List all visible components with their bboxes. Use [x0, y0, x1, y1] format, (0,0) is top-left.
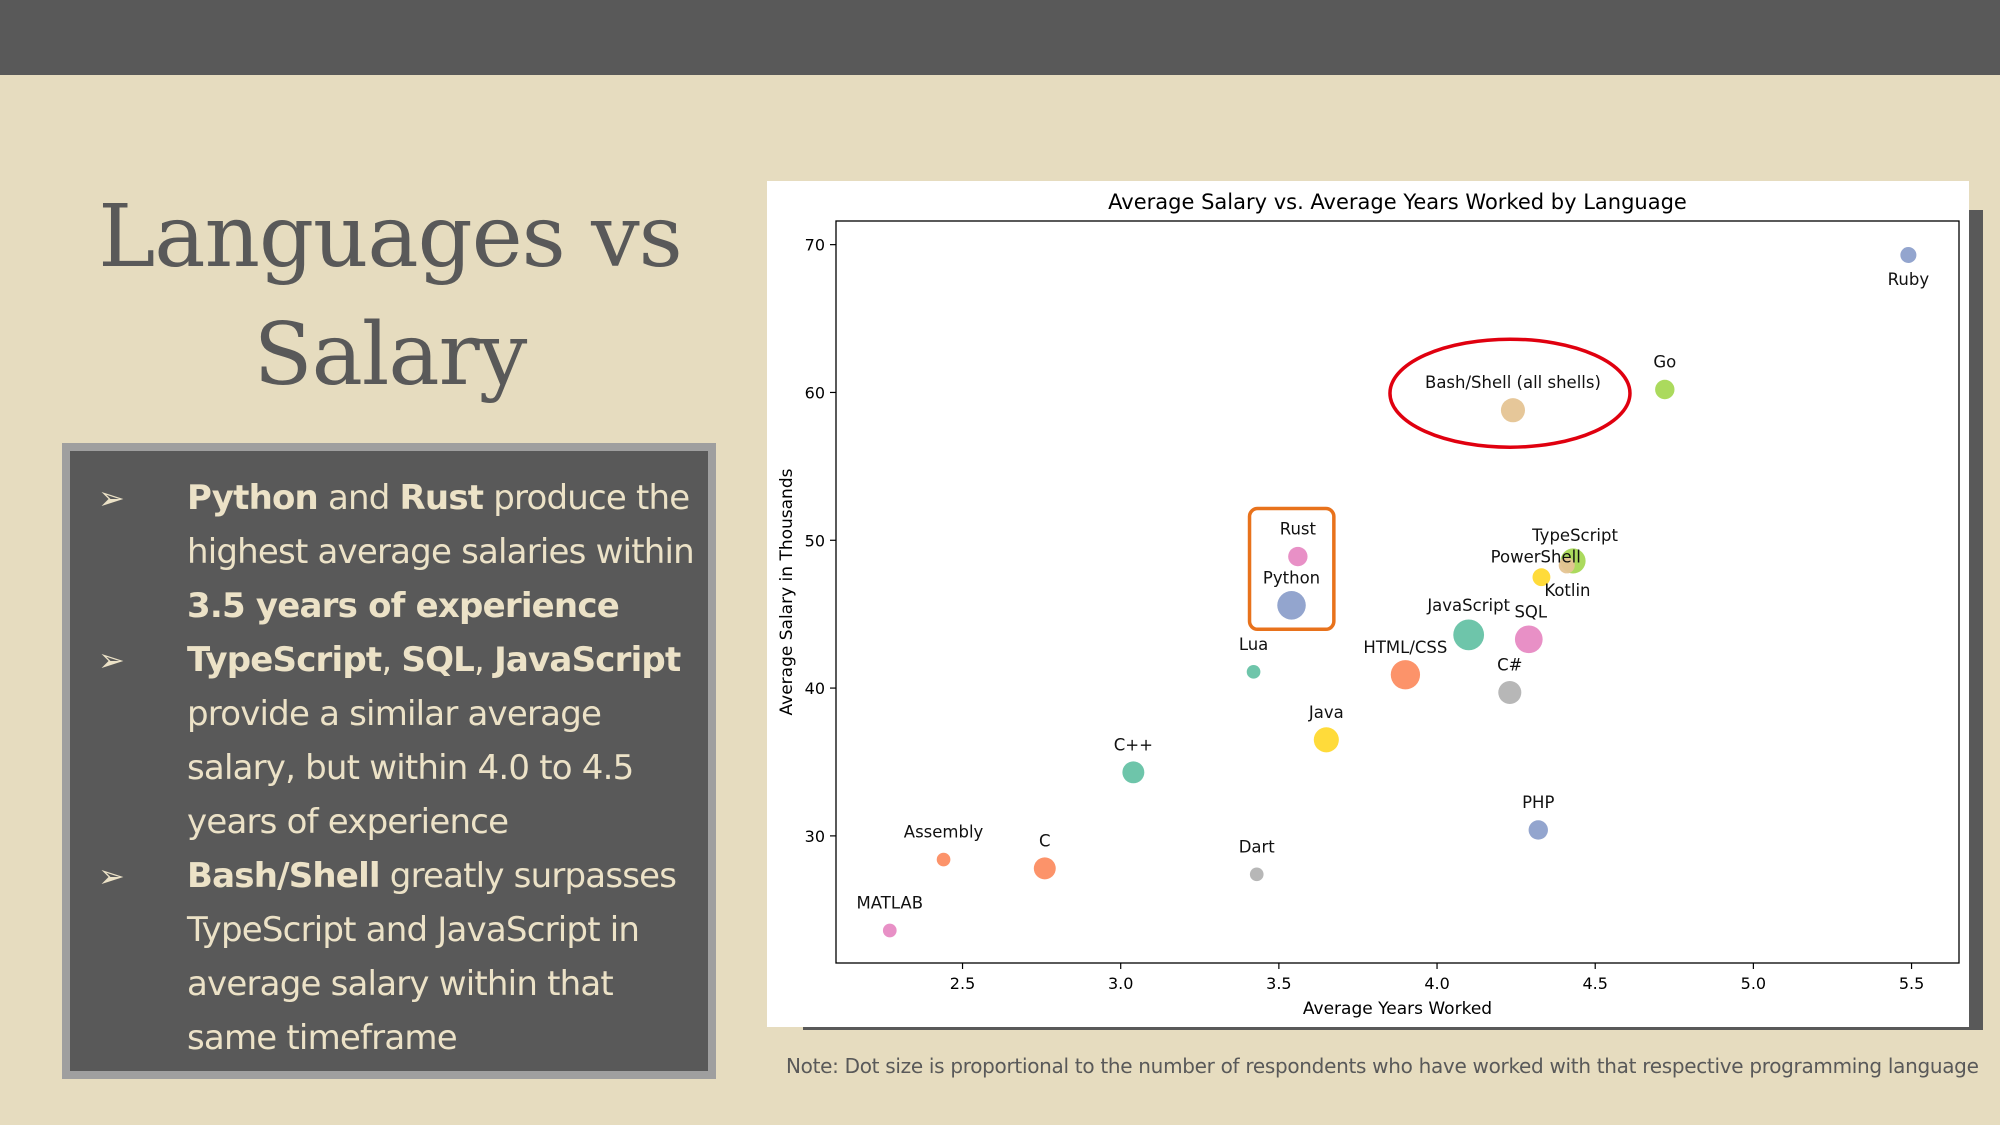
data-point: [1249, 867, 1264, 882]
point-label: Go: [1653, 353, 1676, 372]
bullet-text: greatly surpasses TypeScript and JavaScr…: [187, 856, 677, 1058]
point-label: Python: [1263, 568, 1320, 587]
data-point: [1288, 546, 1308, 567]
data-point: [1528, 820, 1548, 840]
bullet-box: ➢ Python and Rust produce the highest ave…: [62, 443, 716, 1079]
chart-card: Average Salary vs. Average Years Worked …: [767, 181, 1969, 1027]
point-label: Assembly: [904, 823, 984, 842]
bullet-bold-text: 3.5 years of experience: [187, 586, 620, 626]
point-label: Bash/Shell (all shells): [1425, 373, 1601, 392]
point-label: TypeScript: [1531, 526, 1618, 545]
point-label: C#: [1497, 656, 1522, 675]
plot-frame: [835, 220, 1960, 964]
bullet-item: ➢ TypeScript, SQL, JavaScript provide a s…: [70, 633, 708, 849]
bullet-bold-text: TypeScript: [187, 640, 382, 680]
bullet-text: provide a similar average salary, but wi…: [187, 694, 634, 842]
point-label: C: [1039, 831, 1051, 850]
x-tick-label: 5.5: [1899, 974, 1924, 993]
x-tick-label: 2.5: [950, 974, 975, 993]
data-point: [1122, 761, 1145, 784]
data-point: [1277, 591, 1306, 620]
x-tick-label: 4.5: [1582, 974, 1607, 993]
bullet-list: ➢ Python and Rust produce the highest ave…: [70, 471, 708, 1065]
data-point: [1246, 664, 1261, 679]
point-label: Dart: [1239, 837, 1276, 856]
data-point: [1558, 557, 1575, 574]
title-line-2: Salary: [253, 305, 528, 405]
bullet-bold-text: Rust: [399, 478, 484, 518]
point-label: SQL: [1514, 602, 1547, 621]
data-point: [1033, 857, 1056, 880]
footnote: Note: Dot size is proportional to the nu…: [786, 1054, 1979, 1078]
x-tick-label: 5.0: [1741, 974, 1766, 993]
y-tick-label: 30: [805, 827, 825, 846]
bullet-item: ➢ Python and Rust produce the highest ave…: [70, 471, 708, 633]
point-label: Rust: [1280, 520, 1317, 539]
bullet-bold-text: JavaScript: [494, 640, 681, 680]
highlight-box: [1247, 506, 1336, 632]
point-label: Ruby: [1888, 270, 1930, 289]
data-point: [1514, 625, 1543, 654]
data-point: [1532, 568, 1551, 587]
bullet-text: produce the highest average salaries wit…: [187, 478, 695, 572]
bullet-text: and: [317, 478, 400, 518]
slide-title: Languages vs Salary: [60, 178, 720, 414]
y-axis-label: Average Salary in Thousands: [777, 468, 797, 715]
data-point: [1900, 246, 1917, 264]
point-label: MATLAB: [857, 893, 924, 912]
bullet-bold-text: SQL: [401, 640, 475, 680]
point-label: Java: [1308, 703, 1344, 722]
point-label: HTML/CSS: [1363, 638, 1447, 657]
data-point: [1500, 398, 1526, 423]
scatter-chart: Average Salary vs. Average Years Worked …: [777, 190, 1960, 1019]
bullet-arrow-icon: ➢: [98, 857, 125, 895]
x-tick-label: 3.0: [1108, 974, 1133, 993]
point-label: Lua: [1239, 635, 1268, 654]
top-bar: [0, 0, 2000, 75]
bullet-text: ,: [474, 640, 495, 680]
point-label: PHP: [1522, 793, 1554, 812]
bullet-text: ,: [381, 640, 402, 680]
point-label: JavaScript: [1426, 596, 1510, 615]
bullet-arrow-icon: ➢: [98, 479, 125, 517]
x-tick-label: 4.0: [1424, 974, 1449, 993]
y-tick-label: 70: [805, 236, 825, 255]
point-label: C++: [1114, 735, 1153, 754]
point-label: Kotlin: [1544, 581, 1590, 600]
y-tick-label: 40: [805, 679, 825, 698]
y-tick-label: 60: [805, 383, 825, 402]
bullet-bold-text: Bash/Shell: [187, 856, 381, 896]
data-point: [1390, 660, 1421, 690]
x-tick-label: 3.5: [1266, 974, 1291, 993]
data-point: [1498, 680, 1522, 705]
data-point: [1655, 379, 1675, 400]
data-point: [936, 852, 951, 867]
y-tick-label: 50: [805, 531, 825, 550]
bullet-arrow-icon: ➢: [98, 641, 125, 679]
data-point: [1453, 619, 1485, 651]
title-line-1: Languages vs: [98, 187, 683, 287]
highlight-ellipse: [1388, 337, 1632, 449]
bullet-item: ➢ Bash/Shell greatly surpasses TypeScript…: [70, 849, 708, 1065]
chart-title: Average Salary vs. Average Years Worked …: [1108, 190, 1687, 214]
bullet-bold-text: Python: [187, 478, 319, 518]
x-axis-label: Average Years Worked: [1303, 999, 1492, 1019]
data-point: [882, 923, 897, 938]
data-point: [1313, 727, 1339, 753]
point-label: PowerShell: [1491, 547, 1581, 566]
